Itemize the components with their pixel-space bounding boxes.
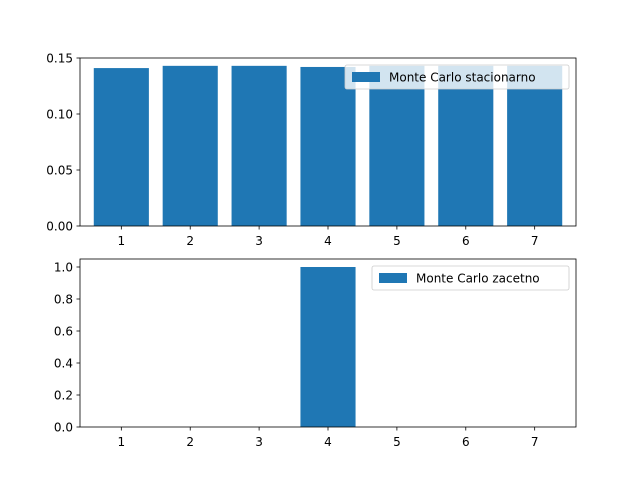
y-tick-label-3: 0.15 (46, 52, 73, 66)
x-tick-label-4: 4 (324, 234, 332, 248)
x-tick-label-1: 1 (118, 234, 126, 248)
bar-2 (162, 65, 218, 226)
x-tick-label-3: 3 (255, 435, 263, 449)
legend-label: Monte Carlo zacetno (416, 272, 540, 286)
bar-4 (300, 66, 356, 227)
y-tick-label-2: 0.10 (46, 108, 73, 122)
y-tick-label-2: 0.4 (54, 357, 73, 371)
bar-7 (507, 65, 563, 226)
legend: Monte Carlo zacetno (371, 265, 570, 291)
bar-1 (93, 68, 149, 226)
x-tick-label-2: 2 (186, 234, 194, 248)
y-tick-label-0: 0.00 (46, 220, 73, 234)
y-tick-label-1: 0.2 (54, 389, 73, 403)
x-tick-label-7: 7 (531, 234, 539, 248)
x-tick-label-6: 6 (462, 435, 470, 449)
legend: Monte Carlo stacionarno (344, 64, 570, 90)
x-tick-label-7: 7 (531, 435, 539, 449)
x-tick-label-6: 6 (462, 234, 470, 248)
y-tick-label-4: 0.8 (54, 293, 73, 307)
legend-swatch (379, 273, 407, 283)
y-tick-label-0: 0.0 (54, 421, 73, 435)
x-tick-label-2: 2 (186, 435, 194, 449)
bottom-bar-chart: 1 2 3 4 5 6 7 0.0 0.2 0.4 0.6 0.8 1.0 Monte Carlo zac… (54, 258, 577, 449)
x-tick-label-4: 4 (324, 435, 332, 449)
legend-label: Monte Carlo stacionarno (389, 71, 536, 85)
y-tick-label-1: 0.05 (46, 164, 73, 178)
bar-4 (300, 267, 356, 427)
top-bar-chart: 1 2 3 4 5 6 7 0.00 0.05 0.10 0.15 Monte Carlo staci… (46, 52, 577, 248)
bar-6 (438, 65, 494, 226)
y-tick-label-3: 0.6 (54, 325, 73, 339)
x-tick-label-5: 5 (393, 435, 401, 449)
legend-swatch (352, 72, 380, 82)
x-tick-label-1: 1 (118, 435, 126, 449)
x-tick-label-3: 3 (255, 234, 263, 248)
legend-box (344, 64, 570, 90)
bar-5 (369, 65, 425, 226)
bar-3 (231, 65, 287, 226)
x-tick-label-5: 5 (393, 234, 401, 248)
legend-box (371, 265, 570, 291)
y-tick-label-5: 1.0 (54, 261, 73, 275)
